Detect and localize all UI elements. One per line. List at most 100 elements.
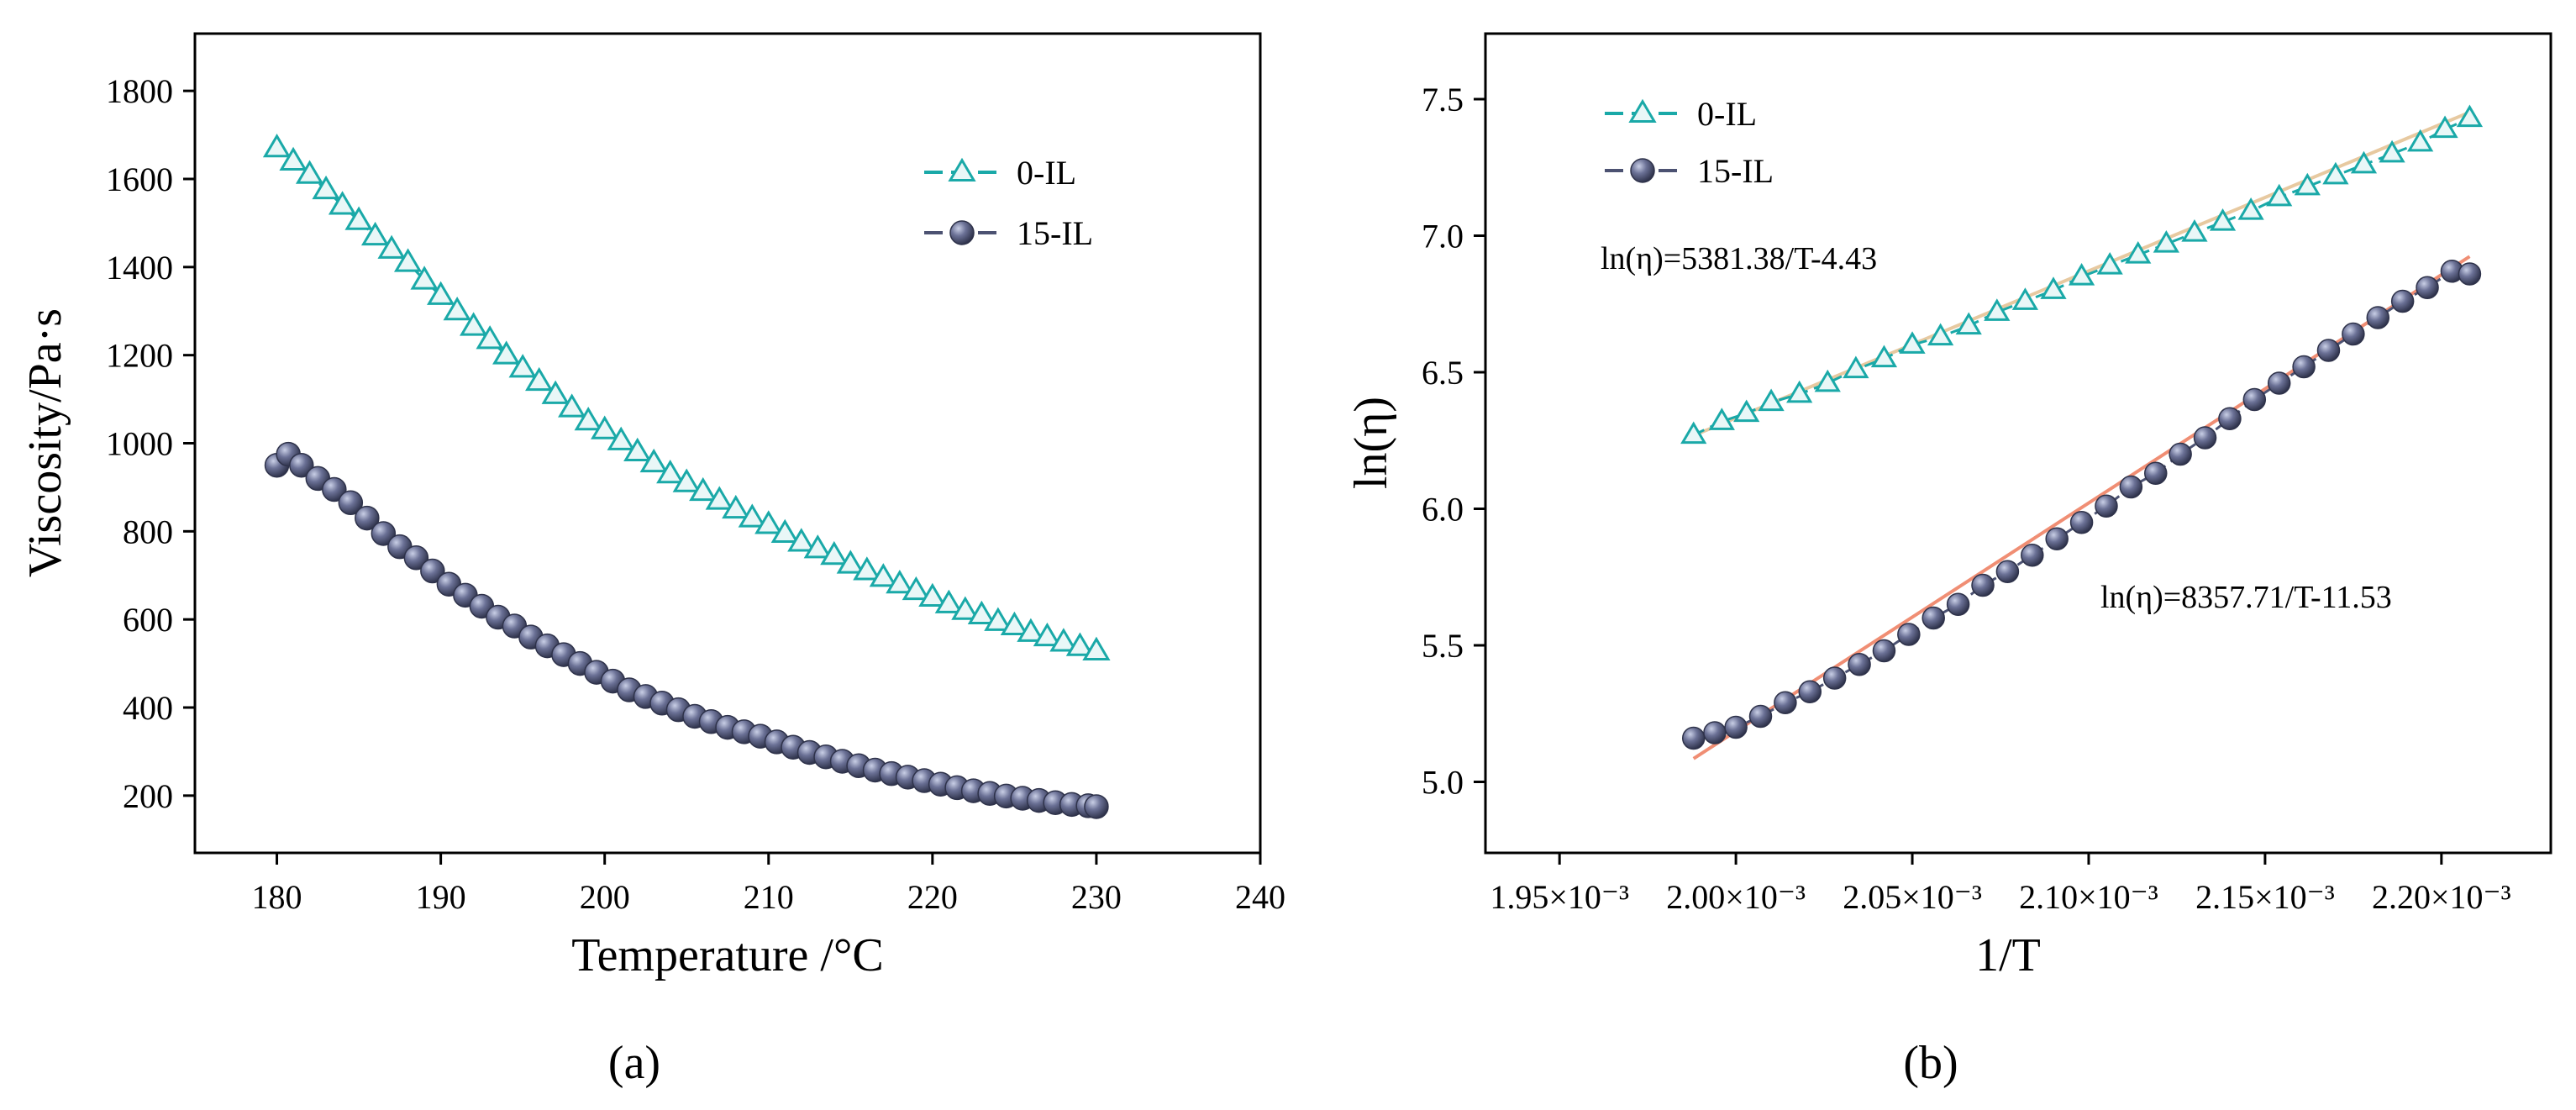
axis-ticks-b: 1.95×10⁻³ 2.00×10⁻³ 2.05×10⁻³ 2.10×10⁻³ 2.15…: [1422, 81, 2511, 916]
data-point-15-il: [1921, 606, 1945, 630]
data-point-0-il: [689, 476, 718, 502]
data-point-15-il: [2143, 461, 2168, 485]
legend-marker-0-il: [948, 157, 976, 182]
y-axis-label-a: Viscosity/Pa·s: [19, 308, 71, 577]
data-point-15-il: [338, 490, 364, 516]
legend-label-15-il: 15-IL: [1017, 214, 1093, 252]
data-point-0-il: [1786, 380, 1813, 403]
plot-area-b: [1680, 104, 2484, 760]
x-tick-label: 180: [252, 878, 302, 916]
y-tick-label: 1200: [106, 337, 173, 375]
data-point-0-il: [738, 503, 766, 528]
data-point-0-il: [2125, 241, 2152, 264]
data-point-0-il: [476, 325, 504, 350]
data-point-0-il: [2350, 150, 2378, 174]
data-point-0-il: [607, 426, 635, 450]
y-tick-label: 6.0: [1422, 491, 1464, 529]
data-point-15-il: [2045, 527, 2069, 550]
x-tick-label: 2.10×10⁻³: [2019, 878, 2158, 916]
data-point-0-il: [836, 550, 865, 574]
chart-panel-a: 180 190 200 210 220 230 240 200 400 600 800 1000 120…: [19, 32, 1285, 1089]
data-point-15-il: [1848, 653, 1871, 676]
fit-equation-0il: ln(η)=5381.38/T-4.43: [1601, 241, 1877, 276]
data-point-15-il: [403, 545, 429, 571]
x-tick-label: 220: [907, 878, 958, 916]
data-point-0-il: [377, 234, 406, 259]
data-point-0-il: [1000, 611, 1029, 636]
x-tick-label: 240: [1235, 878, 1285, 916]
data-point-0-il: [2011, 287, 2039, 310]
data-point-0-il: [360, 221, 390, 246]
data-point-0-il: [328, 191, 357, 215]
data-point-0-il: [902, 576, 930, 601]
y-tick-label: 800: [123, 513, 173, 550]
data-point-15-il: [1774, 691, 1797, 714]
data-point-0-il: [1033, 622, 1062, 647]
data-point-0-il: [2153, 230, 2179, 253]
legend-label-0-il: 0-IL: [1017, 154, 1076, 192]
legend-marker-0-il: [1628, 98, 1657, 124]
data-point-15-il: [1681, 726, 1706, 750]
x-tick-label: 1.95×10⁻³: [1490, 878, 1629, 916]
data-point-0-il: [722, 494, 750, 519]
chart-panel-b: 1.95×10⁻³ 2.00×10⁻³ 2.05×10⁻³ 2.10×10⁻³ 2.15…: [1345, 32, 2552, 1089]
data-point-15-il: [2416, 276, 2439, 299]
legend-item-0-il: 0-IL: [1605, 95, 1757, 133]
plot-frame-b: [1484, 32, 2552, 855]
data-point-0-il: [1733, 399, 1760, 423]
y-tick-label: 6.5: [1422, 354, 1464, 392]
y-tick-label: 1000: [106, 425, 173, 463]
data-point-0-il: [2407, 129, 2434, 152]
data-point-15-il: [1971, 573, 1995, 597]
data-point-0-il: [1017, 618, 1045, 642]
data-point-0-il: [410, 266, 439, 290]
data-point-0-il: [2237, 197, 2264, 220]
data-point-0-il: [2040, 276, 2067, 299]
data-point-0-il: [460, 312, 488, 336]
data-point-15-il: [2218, 407, 2242, 430]
data-point-15-il: [1748, 704, 1773, 729]
data-point-15-il: [2316, 339, 2341, 362]
x-tick-label: 210: [744, 878, 794, 916]
legend-a: 0-IL 15-IL: [924, 154, 1093, 252]
data-point-15-il: [2242, 387, 2267, 412]
data-point-0-il: [2266, 183, 2293, 207]
data-point-0-il: [393, 248, 423, 272]
data-point-15-il: [2069, 511, 2094, 534]
legend-marker-15-il: [1630, 158, 1655, 183]
x-tick-label: 2.00×10⁻³: [1666, 878, 1806, 916]
data-point-0-il: [1814, 369, 1841, 392]
data-point-0-il: [558, 393, 586, 418]
fit-equation-15il: ln(η)=8357.71/T-11.53: [2100, 580, 2392, 615]
data-point-0-il: [1955, 312, 1982, 335]
data-point-15-il: [371, 521, 397, 546]
data-point-0-il: [262, 134, 292, 158]
panel-label-a: (a): [608, 1037, 660, 1089]
data-point-0-il: [426, 281, 455, 305]
data-point-0-il: [853, 556, 881, 581]
y-tick-label: 1600: [106, 160, 173, 198]
data-point-0-il: [967, 600, 996, 624]
data-point-0-il: [639, 448, 668, 473]
data-point-0-il: [2456, 104, 2484, 128]
x-tick-label: 190: [416, 878, 466, 916]
data-point-0-il: [525, 366, 554, 392]
y-tick-label: 5.0: [1422, 764, 1464, 802]
data-point-0-il: [1984, 298, 2011, 321]
y-tick-label: 600: [123, 601, 173, 639]
data-point-0-il: [1708, 408, 1735, 430]
data-point-15-il: [2267, 371, 2291, 395]
data-point-15-il: [2342, 322, 2365, 346]
data-point-15-il: [2193, 426, 2217, 450]
x-tick-label: 230: [1071, 878, 1122, 916]
data-point-15-il: [1995, 560, 2020, 583]
data-point-0-il: [984, 607, 1012, 631]
x-tick-label: 2.20×10⁻³: [2372, 878, 2511, 916]
data-point-0-il: [918, 582, 947, 607]
data-point-0-il: [1843, 355, 1869, 379]
data-point-0-il: [2294, 172, 2321, 196]
y-tick-label: 7.5: [1422, 81, 1464, 118]
data-point-15-il: [2119, 475, 2143, 499]
data-point-0-il: [951, 596, 980, 620]
